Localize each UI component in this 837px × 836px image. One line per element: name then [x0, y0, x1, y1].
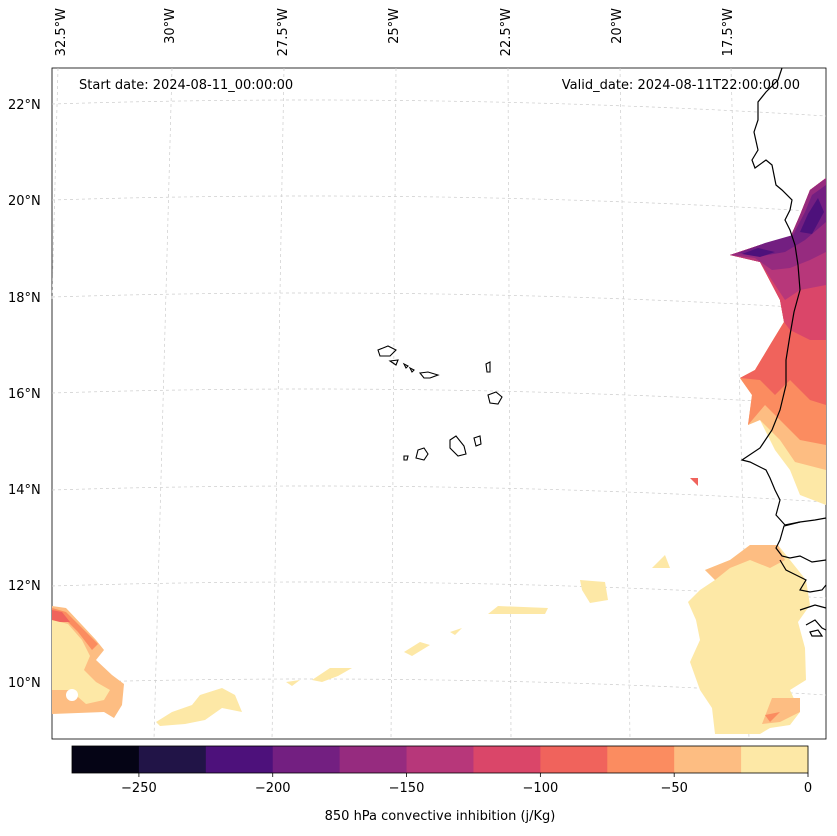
graticule	[51, 67, 827, 740]
cin-speck-h	[156, 688, 242, 726]
lat-label-16n: 16°N	[8, 387, 41, 402]
cin-sw-band-0	[52, 620, 110, 704]
island-fogo	[415, 447, 429, 461]
parallel-10n	[51, 678, 827, 696]
cape-verde-islands	[377, 345, 503, 461]
coast-north	[740, 67, 827, 526]
africa-coastline	[740, 67, 827, 637]
island-santiago	[449, 435, 467, 457]
colorbar-label: 850 hPa convective inhibition (j/Kg)	[324, 809, 556, 824]
cin-speck-g	[286, 680, 300, 686]
parallel-20n	[51, 195, 827, 213]
cin-sw-band-3	[52, 610, 70, 622]
cin-speck-d	[450, 628, 462, 635]
valid-date-text: Valid_date: 2024-08-11T22:00:00.00	[561, 78, 800, 93]
cin-south-band-1	[705, 545, 785, 580]
cin-band-8b	[742, 248, 775, 257]
parallel-16n	[51, 388, 827, 406]
lat-label-14n: 14°N	[8, 483, 41, 498]
lat-label-20n: 20°N	[8, 194, 41, 209]
lat-label-18n: 18°N	[8, 291, 41, 306]
meridian-25w	[390, 67, 397, 740]
island-santa-luzia	[402, 362, 409, 369]
meridian-20w	[619, 67, 631, 740]
coast-guinea-bissau	[779, 559, 827, 593]
parallel-22n	[51, 99, 827, 117]
cin-contours-north	[690, 178, 826, 505]
cin-band-8	[800, 198, 824, 234]
coast-bijagos	[799, 604, 827, 611]
cin-speck-e	[404, 642, 430, 656]
coast-gambia	[775, 521, 827, 563]
lat-label-22n: 22°N	[8, 98, 41, 113]
parallel-12n	[51, 581, 827, 599]
lon-label-32-5w: 32.5°W	[54, 8, 69, 57]
start-date-text: Start date: 2024-08-11_00:00:00	[79, 78, 294, 93]
colorbar-tick-label: −100	[522, 781, 559, 796]
cin-band-7	[738, 185, 826, 256]
cin-speck-b	[580, 580, 608, 603]
meridian-22-5w	[507, 67, 512, 740]
lon-label-22-5w: 22.5°W	[499, 8, 514, 57]
colorbar-tick-label: −50	[660, 781, 688, 796]
cin-sw-band-2	[52, 608, 98, 650]
coast-guinea	[805, 619, 827, 631]
cin-contours-south	[156, 545, 810, 734]
island-sao-nicolau	[418, 371, 440, 379]
coast-islet	[809, 629, 824, 637]
colorbar-tick-label: −150	[388, 781, 425, 796]
lon-label-30w: 30°W	[163, 8, 178, 44]
parallel-14n	[51, 485, 827, 503]
lon-label-25w: 25°W	[387, 8, 402, 44]
cin-speck-c	[488, 606, 548, 614]
island-santo-antao	[377, 345, 397, 357]
cin-speck-f	[312, 668, 352, 682]
colorbar-tick-label: −250	[121, 781, 157, 796]
colorbar-tick-label: 0	[803, 781, 813, 796]
island-sal	[485, 361, 491, 373]
cin-speck-14n	[690, 478, 698, 486]
cin-speck-a	[652, 555, 670, 568]
cin-south-band-2	[765, 712, 780, 722]
lat-label-12n: 12°N	[8, 579, 41, 594]
lat-label-10n: 10°N	[8, 676, 41, 691]
lon-label-27-5w: 27.5°W	[276, 8, 291, 57]
cin-band-5	[730, 178, 826, 300]
cin-contours-southwest	[52, 606, 124, 718]
lon-label-17-5w: 17.5°W	[721, 8, 736, 57]
parallel-18n	[51, 292, 827, 310]
island-maio	[473, 435, 482, 447]
map-frame	[51, 67, 827, 740]
cin-sw-hole	[66, 689, 78, 701]
meridian-27-5w	[271, 67, 285, 740]
island-brava	[403, 455, 409, 461]
island-boa-vista	[487, 391, 503, 405]
cin-south-band-0	[688, 545, 810, 734]
colorbar-tick-label: −200	[254, 781, 291, 796]
meridian-30w	[153, 67, 173, 740]
cin-band-6	[730, 178, 826, 270]
lon-label-20w: 20°W	[610, 8, 625, 44]
meridian-32-5w	[51, 67, 59, 301]
island-branco	[408, 366, 415, 373]
island-sao-vicente	[388, 359, 399, 366]
